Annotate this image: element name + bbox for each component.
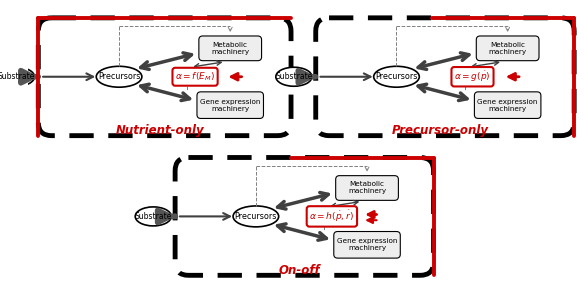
Text: Precursors: Precursors xyxy=(234,212,277,221)
FancyBboxPatch shape xyxy=(199,36,261,61)
FancyBboxPatch shape xyxy=(476,36,539,61)
Text: $\alpha = g(\dot{p})$: $\alpha = g(\dot{p})$ xyxy=(454,70,491,84)
Text: $\alpha = f(E_M)$: $\alpha = f(E_M)$ xyxy=(175,70,215,83)
Text: Metabolic
machinery: Metabolic machinery xyxy=(211,42,249,55)
Ellipse shape xyxy=(135,207,171,226)
FancyBboxPatch shape xyxy=(197,92,264,118)
Text: Gene expression
machinery: Gene expression machinery xyxy=(200,99,260,112)
FancyBboxPatch shape xyxy=(475,92,541,118)
Text: Substrate: Substrate xyxy=(135,212,172,221)
Text: Precursor-only: Precursor-only xyxy=(391,124,489,137)
Text: Metabolic
machinery: Metabolic machinery xyxy=(348,181,386,194)
Text: Substrate: Substrate xyxy=(275,72,312,81)
Text: Nutrient-only: Nutrient-only xyxy=(115,124,205,137)
Text: $\alpha = h(\dot{p}, \dot{r})$: $\alpha = h(\dot{p}, \dot{r})$ xyxy=(309,209,355,224)
Ellipse shape xyxy=(276,67,312,86)
Text: Precursors: Precursors xyxy=(98,72,140,81)
Ellipse shape xyxy=(96,66,142,87)
Text: Gene expression
machinery: Gene expression machinery xyxy=(337,238,397,251)
Ellipse shape xyxy=(0,67,35,86)
Ellipse shape xyxy=(233,206,279,227)
Ellipse shape xyxy=(374,66,420,87)
Text: Gene expression
machinery: Gene expression machinery xyxy=(478,99,538,112)
Text: On-off: On-off xyxy=(279,264,321,277)
FancyBboxPatch shape xyxy=(334,231,400,258)
Text: Metabolic
machinery: Metabolic machinery xyxy=(489,42,527,55)
Text: Precursors: Precursors xyxy=(375,72,418,81)
Text: Substrate: Substrate xyxy=(0,72,35,81)
FancyBboxPatch shape xyxy=(336,176,398,200)
